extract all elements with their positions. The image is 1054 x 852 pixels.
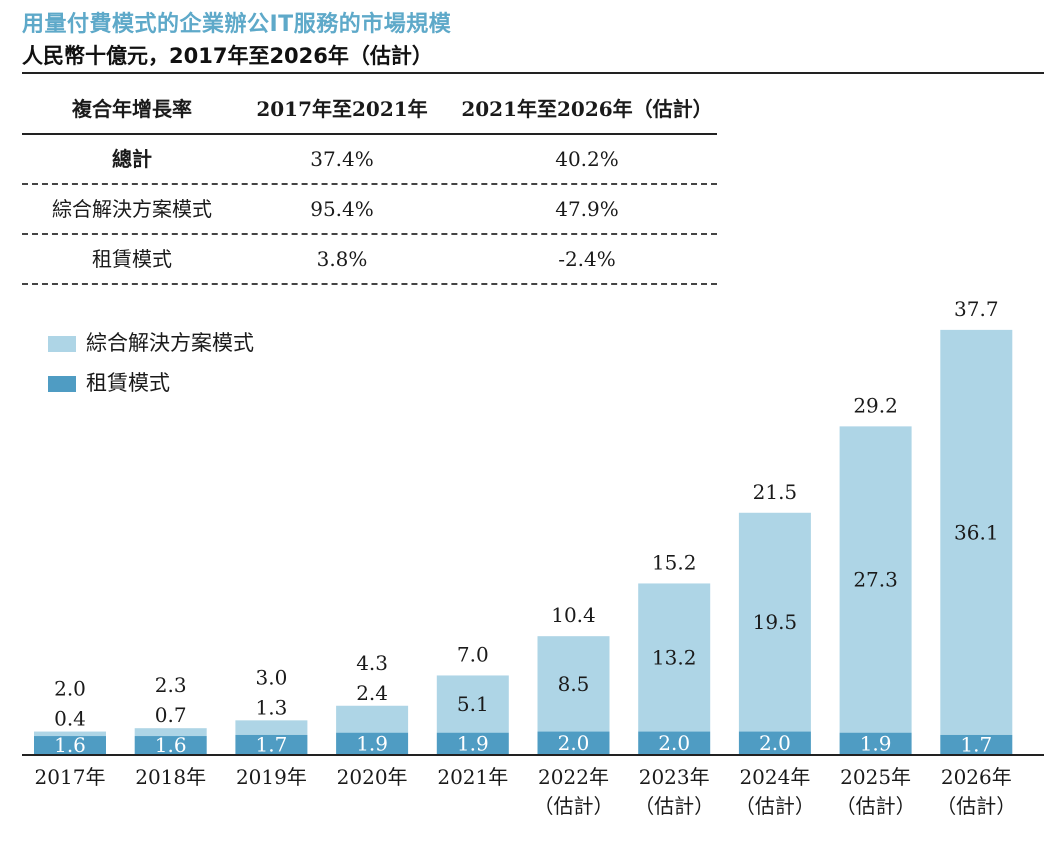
- chart-title: 用量付費模式的企業辦公IT服務的市場規模: [22, 12, 452, 37]
- bar-leasing: [436, 732, 509, 754]
- data-label-integrated: 36.1: [954, 520, 999, 544]
- title-rule: [22, 72, 1044, 74]
- x-tick-label: 2018年: [135, 765, 206, 789]
- x-tick-label: 2020年: [337, 765, 408, 789]
- cagr-row-value-1: 37.4%: [310, 147, 374, 171]
- x-tick-label: 2025年: [840, 765, 911, 789]
- data-label-leasing: 1.7: [960, 732, 992, 756]
- cagr-row-total: 總計 37.4% 40.2%: [22, 134, 717, 185]
- data-label-integrated: 19.5: [753, 610, 798, 634]
- cagr-row-leasing: 租賃模式 3.8% -2.4%: [22, 234, 717, 285]
- data-label-integrated: 1.3: [255, 695, 287, 719]
- cagr-row-value-2: 40.2%: [555, 147, 619, 171]
- data-label-total: 37.7: [954, 297, 999, 321]
- data-label-leasing: 1.9: [356, 731, 388, 755]
- bar-leasing: [134, 736, 207, 754]
- cagr-row-integrated: 綜合解決方案模式 95.4% 47.9%: [22, 184, 717, 235]
- x-tick-label: 2019年: [236, 765, 307, 789]
- x-tick-label: 2021年: [437, 765, 508, 789]
- legend-swatch-integrated: [48, 336, 76, 352]
- bar-integrated: [336, 705, 409, 733]
- x-tick-label: 2026年: [941, 765, 1012, 789]
- data-label-leasing: 2.0: [759, 731, 791, 755]
- x-tick-sublabel: （估計）: [836, 794, 916, 818]
- bar-leasing: [738, 731, 811, 754]
- cagr-header-row: 複合年增長率 2017年至2021年 2021年至2026年（估計）: [22, 84, 717, 135]
- bar-leasing: [638, 731, 711, 754]
- bar-leasing: [940, 734, 1013, 754]
- data-label-total: 3.0: [255, 665, 287, 689]
- bar-integrated: [134, 728, 207, 737]
- bar-integrated: [537, 636, 610, 732]
- data-label-total: 15.2: [652, 550, 697, 574]
- legend-label-leasing: 租賃模式: [86, 371, 170, 395]
- cagr-row-label: 綜合解決方案模式: [52, 197, 212, 221]
- cagr-row-label: 租賃模式: [92, 247, 172, 271]
- data-label-integrated: 5.1: [457, 692, 489, 716]
- bar-leasing: [839, 732, 912, 754]
- cagr-row-label: 總計: [112, 147, 152, 171]
- x-tick-sublabel: （估計）: [634, 794, 714, 818]
- bar-integrated: [738, 512, 811, 732]
- bar-integrated: [638, 583, 711, 732]
- data-label-integrated: 2.4: [356, 681, 388, 705]
- legend-label-integrated: 綜合解決方案模式: [86, 331, 254, 355]
- cagr-header-period-2: 2021年至2026年（估計）: [461, 97, 713, 121]
- data-label-total: 7.0: [457, 642, 489, 666]
- bar-integrated: [839, 426, 912, 733]
- chart-subtitle: 人民幣十億元，2017年至2026年（估計）: [22, 44, 433, 68]
- data-label-total: 2.3: [155, 673, 187, 697]
- data-label-total: 10.4: [551, 603, 596, 627]
- x-tick-label: 2017年: [35, 765, 106, 789]
- data-label-leasing: 2.0: [658, 731, 690, 755]
- cagr-row-value-2: 47.9%: [555, 197, 619, 221]
- bar-leasing: [235, 734, 308, 754]
- data-label-integrated: 8.5: [558, 672, 590, 696]
- data-label-leasing: 1.7: [255, 732, 287, 756]
- data-label-leasing: 1.9: [457, 731, 489, 755]
- cagr-row-value-1: 95.4%: [310, 197, 374, 221]
- data-label-total: 29.2: [853, 393, 898, 417]
- cagr-row-value-1: 3.8%: [316, 247, 368, 271]
- cagr-row-divider: [22, 233, 717, 235]
- bar-integrated: [235, 720, 308, 735]
- x-tick-sublabel: （估計）: [936, 794, 1016, 818]
- x-tick-sublabel: （估計）: [735, 794, 815, 818]
- cagr-header-rule: [22, 133, 717, 135]
- legend-swatch-leasing: [48, 376, 76, 392]
- x-tick-sublabel: （估計）: [534, 794, 614, 818]
- cagr-header-period-1: 2017年至2021年: [256, 97, 428, 121]
- data-label-integrated: 13.2: [652, 646, 697, 670]
- bar-leasing: [537, 731, 610, 754]
- data-label-integrated: 0.4: [54, 707, 86, 731]
- x-tick-label: 2022年: [538, 765, 609, 789]
- bar-leasing: [34, 736, 106, 754]
- data-label-leasing: 1.9: [860, 731, 892, 755]
- data-label-leasing: 1.6: [155, 733, 187, 757]
- x-tick-label: 2023年: [639, 765, 710, 789]
- bar-integrated: [34, 731, 106, 737]
- cagr-row-divider: [22, 283, 717, 285]
- data-label-leasing: 1.6: [54, 733, 86, 757]
- x-tick-label: 2024年: [739, 765, 810, 789]
- bar-leasing: [336, 732, 409, 754]
- data-label-total: 2.0: [54, 677, 86, 701]
- data-label-total: 21.5: [753, 480, 798, 504]
- data-label-integrated: 27.3: [853, 568, 898, 592]
- cagr-header-label: 複合年增長率: [72, 97, 192, 121]
- bar-integrated: [436, 675, 509, 733]
- cagr-row-divider: [22, 183, 717, 185]
- bar-integrated: [940, 329, 1013, 735]
- data-label-integrated: 0.7: [155, 703, 187, 727]
- cagr-row-value-2: -2.4%: [558, 247, 616, 271]
- data-label-leasing: 2.0: [558, 731, 590, 755]
- data-label-total: 4.3: [356, 651, 388, 675]
- cagr-table: 複合年增長率 2017年至2021年 2021年至2026年（估計） 總計 37…: [22, 84, 717, 285]
